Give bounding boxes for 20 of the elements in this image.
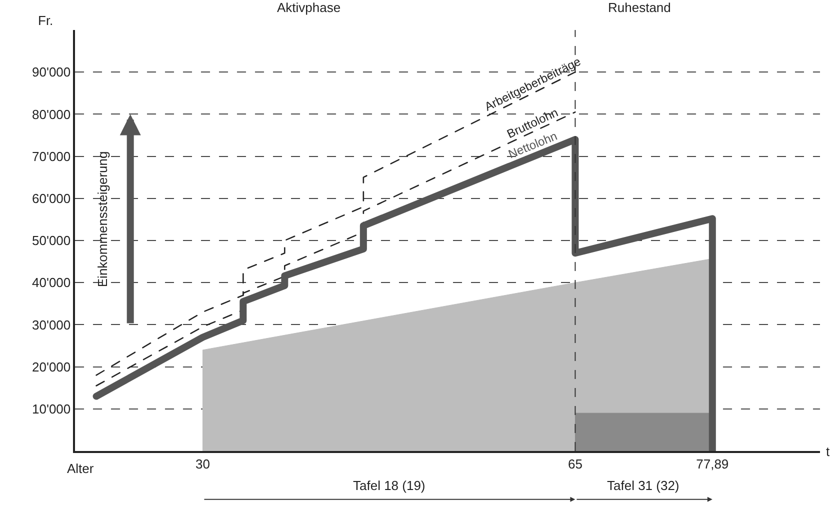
y-tick-label: 50'000 <box>32 233 71 248</box>
x-tick-label: 65 <box>568 456 582 472</box>
y-tick-label: 20'000 <box>32 359 71 374</box>
y-tick-label: 80'000 <box>32 106 71 122</box>
text: Ruhestand <box>608 0 671 15</box>
x-tick-label: 30 <box>195 456 210 472</box>
x-tick-label: 77,89 <box>696 456 729 472</box>
x-axis-title: Alter <box>67 461 94 476</box>
text: Tafel 18 (19) <box>353 478 426 493</box>
text: t <box>826 444 830 459</box>
y-tick-label: 70'000 <box>32 148 71 164</box>
annotation: Einkommenssteigerung <box>95 151 110 288</box>
text: Aktivphase <box>277 0 341 15</box>
y-tick-label: 60'000 <box>32 190 71 206</box>
y-axis-title: Fr. <box>38 13 54 28</box>
y-tick-label: 10'000 <box>32 401 71 416</box>
y-tick-label: 90'000 <box>32 64 71 80</box>
y-tick-label: 30'000 <box>32 317 71 332</box>
text: Tafel 31 (32) <box>607 478 680 493</box>
y-tick-label: 40'000 <box>32 275 71 290</box>
